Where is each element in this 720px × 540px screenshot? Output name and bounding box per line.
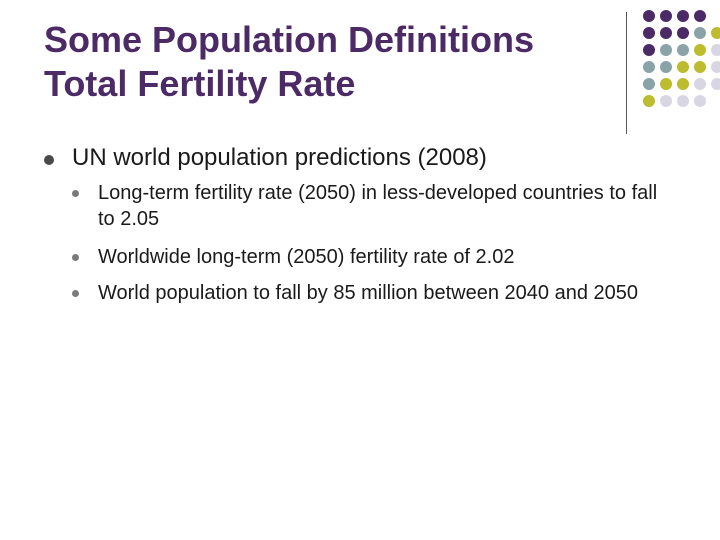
dot-purple xyxy=(660,27,672,39)
dot-lavender xyxy=(711,44,720,56)
dot-olive xyxy=(660,78,672,90)
title-line-2: Total Fertility Rate xyxy=(44,63,356,104)
dot-olive xyxy=(677,61,689,73)
dot-purple xyxy=(694,10,706,22)
decorative-dot-grid xyxy=(639,10,720,120)
dot-olive xyxy=(694,44,706,56)
dot-purple xyxy=(660,10,672,22)
dot-teal xyxy=(694,27,706,39)
dot-lavender xyxy=(694,78,706,90)
sub-bullet-item: World population to fall by 85 million b… xyxy=(72,280,652,332)
sub-bullet-dot-icon xyxy=(72,190,79,197)
dot-purple xyxy=(643,10,655,22)
bullet-dot-icon xyxy=(44,155,54,165)
dot-olive xyxy=(677,78,689,90)
vertical-divider xyxy=(626,12,627,134)
sub-bullet-text: Worldwide long-term (2050) fertility rat… xyxy=(98,246,515,268)
dot-teal xyxy=(643,78,655,90)
slide-title: Some Population Definitions Total Fertil… xyxy=(44,18,614,106)
dot-lavender xyxy=(711,78,720,90)
sub-bullet-text: World population to fall by 85 million b… xyxy=(98,282,638,304)
sub-bullet-dot-icon xyxy=(72,290,79,297)
dot-lavender xyxy=(711,61,720,73)
dot-olive xyxy=(643,95,655,107)
sub-bullet-text: Long-term fertility rate (2050) in less-… xyxy=(98,182,658,230)
bullet-text: UN world population predictions (2008) xyxy=(72,144,487,171)
title-line-1: Some Population Definitions xyxy=(44,19,535,60)
sub-bullet-item: Worldwide long-term (2050) fertility rat… xyxy=(72,244,652,270)
dot-teal xyxy=(660,44,672,56)
dot-purple xyxy=(677,10,689,22)
dot-teal xyxy=(677,44,689,56)
dot-olive xyxy=(711,27,720,39)
sub-bullet-dot-icon xyxy=(72,254,79,261)
dot-purple xyxy=(643,44,655,56)
dot-lavender xyxy=(694,95,706,107)
dot-purple xyxy=(643,27,655,39)
sub-bullet-item: Long-term fertility rate (2050) in less-… xyxy=(72,180,657,232)
dot-olive xyxy=(694,61,706,73)
dot-lavender xyxy=(677,95,689,107)
dot-teal xyxy=(643,61,655,73)
dot-lavender xyxy=(660,95,672,107)
dot-purple xyxy=(677,27,689,39)
dot-teal xyxy=(660,61,672,73)
